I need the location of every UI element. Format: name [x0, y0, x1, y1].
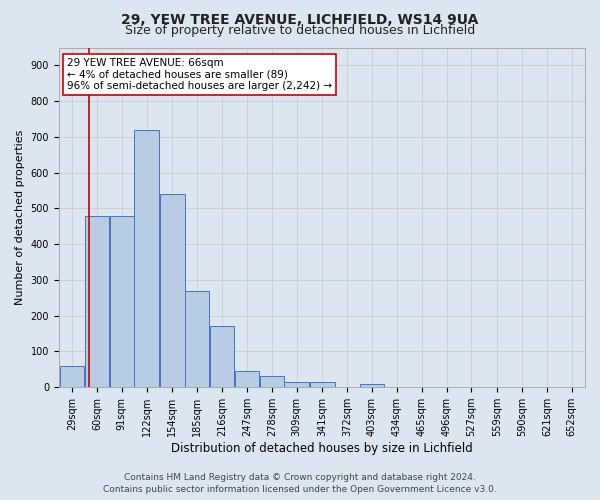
Bar [310, 382, 335, 387]
Bar [134, 130, 159, 387]
Bar [60, 366, 84, 387]
Bar [284, 382, 309, 387]
Text: 29 YEW TREE AVENUE: 66sqm
← 4% of detached houses are smaller (89)
96% of semi-d: 29 YEW TREE AVENUE: 66sqm ← 4% of detach… [67, 58, 332, 91]
Bar [160, 194, 185, 387]
Bar [210, 326, 234, 387]
Text: 29, YEW TREE AVENUE, LICHFIELD, WS14 9UA: 29, YEW TREE AVENUE, LICHFIELD, WS14 9UA [121, 12, 479, 26]
Bar [360, 384, 384, 387]
Bar [85, 216, 109, 387]
Text: Size of property relative to detached houses in Lichfield: Size of property relative to detached ho… [125, 24, 475, 37]
Bar [185, 290, 209, 387]
Text: Contains HM Land Registry data © Crown copyright and database right 2024.
Contai: Contains HM Land Registry data © Crown c… [103, 473, 497, 494]
Bar [260, 376, 284, 387]
Bar [235, 371, 259, 387]
Bar [110, 216, 134, 387]
Y-axis label: Number of detached properties: Number of detached properties [15, 130, 25, 305]
X-axis label: Distribution of detached houses by size in Lichfield: Distribution of detached houses by size … [171, 442, 473, 455]
